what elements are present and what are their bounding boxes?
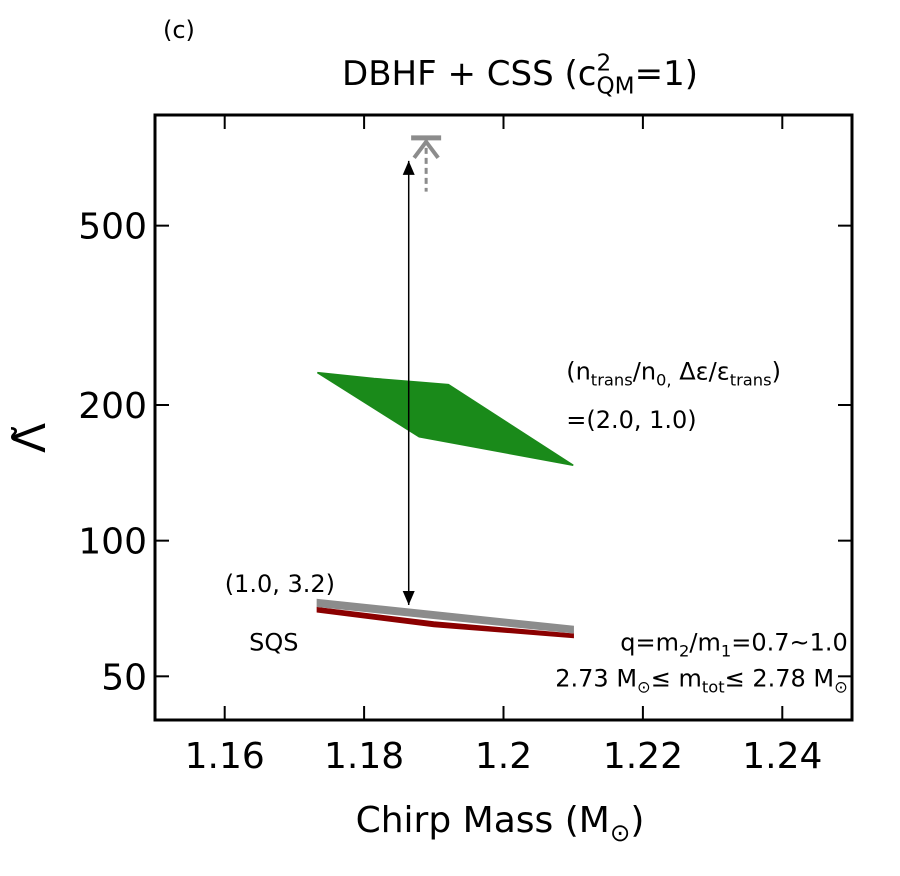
y-axis-label: Λ̃ [5,423,56,453]
text-part: /m [689,629,720,657]
text-part: 2.73 M [555,664,637,692]
y-tick-label: 100 [78,522,147,563]
region [317,371,574,466]
annotation: 2.73 M⊙≤ mtot≤ 2.78 M⊙ [555,664,848,696]
text-part: trans [591,370,633,389]
arrow-head [402,160,415,175]
text-part: =0.7~1.0 [731,629,848,657]
text-part: 0, [656,370,672,389]
x-tick-label: 1.2 [475,736,532,777]
x-axis-label: Chirp Mass (M⊙) [356,800,645,847]
y-tick-label: 200 [78,386,147,427]
text-part: Chirp Mass (M [356,800,610,841]
text-part: QM [596,74,634,100]
text-part: ≤ 2.78 M [725,664,835,692]
text-part: /n [633,357,656,385]
text-part: ⊙ [834,677,848,696]
text-part: =1) [635,54,698,94]
region [316,598,574,634]
annotation: SQS [249,629,298,657]
x-tick-label: 1.22 [603,736,683,777]
y-tick-label: 500 [78,207,147,248]
x-tick-label: 1.18 [324,736,404,777]
text-part: 1 [721,642,731,661]
arrow-head [402,590,415,605]
text-part: ) [772,357,781,385]
text-part: ) [630,800,644,841]
text-part: Δε/ε [672,357,730,385]
text-part: DBHF + CSS (c [342,54,596,94]
region [316,606,574,639]
text-part: ⊙ [610,818,631,847]
text-part: tot [702,677,725,696]
x-tick-label: 1.16 [185,736,265,777]
text-part: ⊙ [637,677,651,696]
text-part: (n [566,357,591,385]
annotation: =(2.0, 1.0) [566,406,696,434]
annotation: (1.0, 3.2) [225,570,335,598]
text-part: (1.0, 3.2) [225,570,335,598]
chart-title: DBHF + CSS (c2 QM=1) [342,51,698,100]
y-tick-label: 50 [101,657,147,698]
text-part: 2 [679,642,689,661]
annotation: (ntrans/n0, Δε/εtrans) [566,357,781,389]
x-tick-label: 1.24 [742,736,822,777]
text-part: q=m [620,629,679,657]
annotation: q=m2/m1=0.7~1.0 [620,629,848,661]
text-part: =(2.0, 1.0) [566,406,696,434]
text-part: trans [730,370,772,389]
text-part: ≤ m [651,664,702,692]
panel-label: (c) [163,16,195,44]
text-part: SQS [249,629,298,657]
text-part: 2 [596,51,611,77]
